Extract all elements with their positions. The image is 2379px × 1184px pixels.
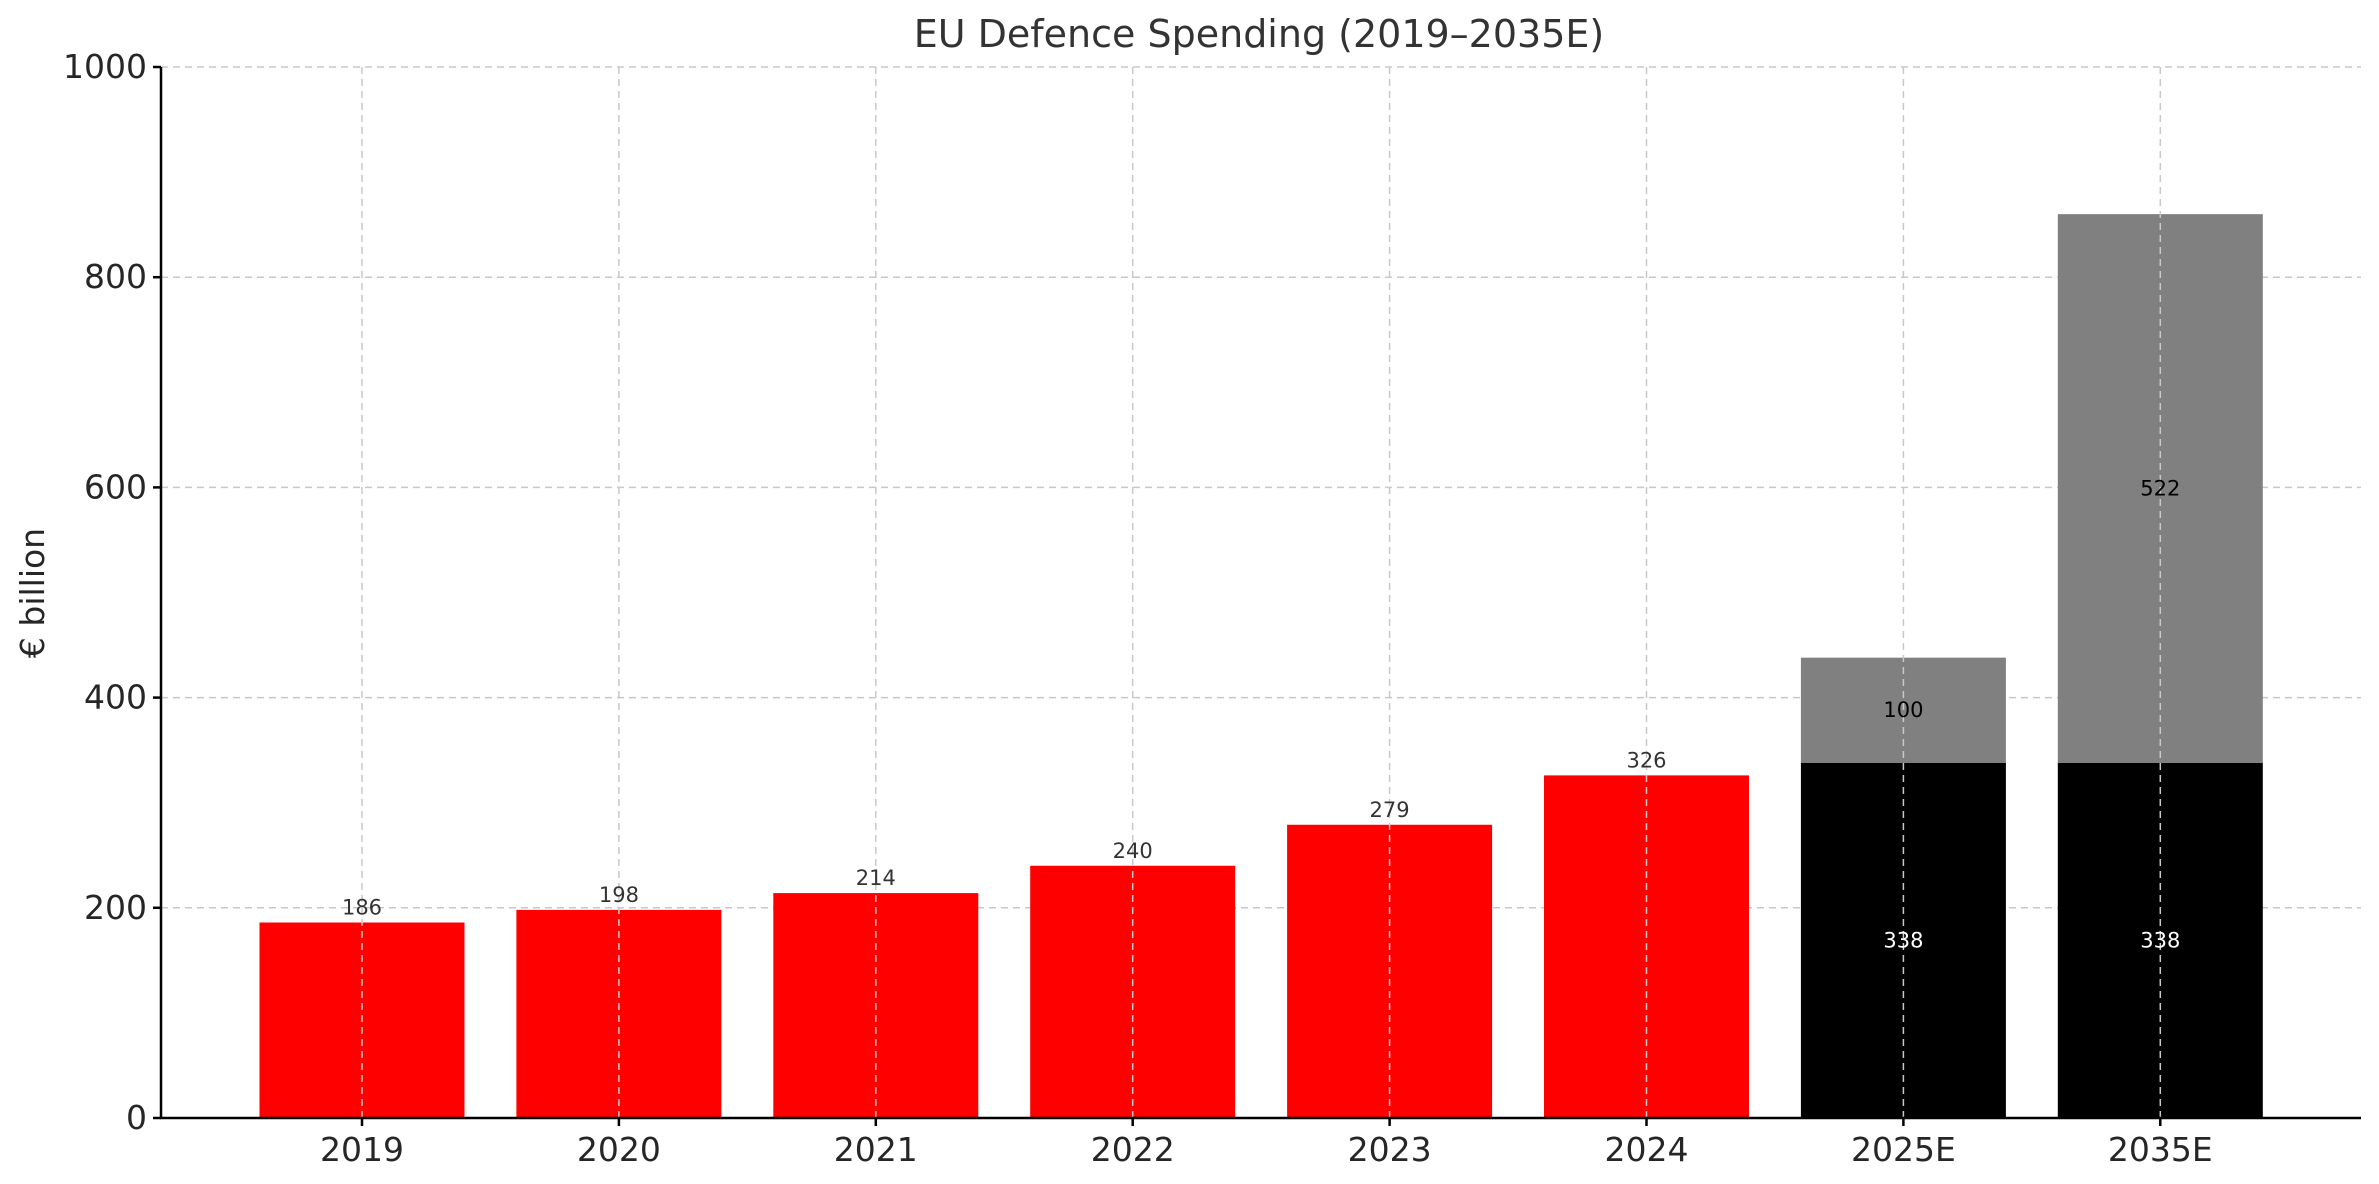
- value-labels-layer: 186 198 214 240 279 326 338 338 100 522: [342, 476, 2180, 952]
- data-label: 279: [1370, 798, 1410, 822]
- y-tick-label: 600: [84, 467, 147, 506]
- y-tick-label: 1000: [63, 47, 147, 86]
- data-label: 214: [856, 866, 896, 890]
- bar-2025E-segment-1: [1800, 762, 2006, 1118]
- data-label: 338: [1883, 928, 1923, 952]
- bar-2020-segment-0: [516, 909, 722, 1118]
- x-tick-label: 2024: [1605, 1130, 1689, 1169]
- y-tick-label: 400: [84, 678, 147, 717]
- x-tick-label: 2019: [320, 1130, 404, 1169]
- data-label: 186: [342, 896, 382, 920]
- chart-title: EU Defence Spending (2019–2035E): [914, 12, 1604, 56]
- data-label: 522: [2140, 476, 2180, 500]
- y-tick-label: 800: [84, 257, 147, 296]
- bars-layer: [259, 214, 2263, 1118]
- x-tick-label: 2022: [1091, 1130, 1175, 1169]
- grid-layer: [161, 66, 2361, 909]
- data-label: 100: [1883, 698, 1923, 722]
- x-tick-label: 2021: [834, 1130, 918, 1169]
- data-label: 240: [1113, 839, 1153, 863]
- y-tick-label: 200: [84, 888, 147, 927]
- y-axis-label: € billion: [13, 528, 52, 658]
- x-tick-label: 2023: [1348, 1130, 1432, 1169]
- data-label: 198: [599, 883, 639, 907]
- y-tick-label: 0: [126, 1098, 147, 1137]
- bar-2035E-segment-1: [2057, 762, 2263, 1118]
- data-label: 338: [2140, 928, 2180, 952]
- axes-layer: 0 200 400 600 800 1000 2019 2020 2021 2022 2023 202…: [63, 47, 2361, 1169]
- x-tick-label: 2025E: [1851, 1130, 1956, 1169]
- x-tick-label: 2035E: [2108, 1130, 2213, 1169]
- data-label: 326: [1626, 748, 1666, 772]
- x-tick-label: 2020: [577, 1130, 661, 1169]
